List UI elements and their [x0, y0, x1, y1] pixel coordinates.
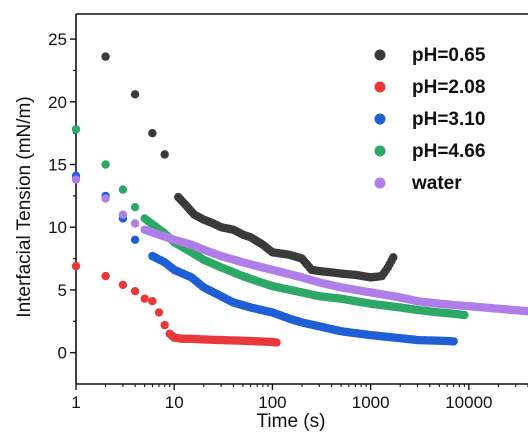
data-point — [148, 129, 157, 138]
y-tick-label: 10 — [48, 218, 67, 237]
legend-item: pH=2.08 — [374, 77, 485, 98]
x-tick-label: 1000 — [352, 393, 390, 412]
data-point — [449, 337, 458, 346]
series-ph-3-10 — [71, 171, 458, 346]
y-axis-title: Interfacial Tension (mN/m) — [14, 96, 35, 317]
legend-marker — [374, 177, 386, 189]
data-point — [101, 160, 110, 169]
data-point — [130, 219, 140, 228]
legend-label: water — [411, 173, 462, 194]
x-axis: 1 10 100 1000 10000 — [71, 384, 528, 412]
data-point — [101, 194, 110, 203]
data-point — [71, 125, 81, 134]
legend-label: pH=0.65 — [412, 45, 486, 66]
data-point — [118, 185, 128, 194]
legend-marker — [374, 145, 386, 157]
data-point — [101, 52, 110, 61]
x-tick-label: 1 — [71, 393, 80, 412]
data-point — [71, 175, 81, 184]
data-point — [118, 280, 128, 290]
series-water — [71, 175, 528, 316]
legend-item: pH=4.66 — [374, 141, 485, 162]
data-point — [130, 287, 140, 296]
y-tick-label: 5 — [58, 281, 67, 300]
data-point — [140, 294, 149, 303]
legend-label: pH=3.10 — [412, 109, 485, 130]
y-axis: 0 5 10 15 20 25 — [48, 30, 76, 363]
y-tick-label: 20 — [48, 93, 67, 112]
data-point — [160, 320, 169, 330]
x-tick-label: 10000 — [445, 393, 492, 412]
data-point — [272, 338, 281, 347]
legend-item: pH=3.10 — [374, 109, 485, 130]
data-points — [71, 52, 528, 347]
data-point — [523, 307, 528, 316]
data-point — [154, 308, 164, 317]
legend-marker — [374, 113, 386, 125]
x-tick-label: 10 — [165, 393, 184, 412]
series-ph-2-08 — [71, 261, 281, 347]
legend-marker — [374, 81, 386, 93]
y-tick-label: 0 — [58, 344, 67, 363]
y-tick-label: 15 — [48, 156, 67, 175]
data-point — [389, 253, 398, 262]
x-axis-title: Time (s) — [257, 411, 326, 432]
data-point — [130, 203, 140, 212]
data-point — [130, 235, 140, 244]
data-point — [101, 271, 110, 281]
data-point — [118, 210, 128, 219]
legend-marker — [374, 49, 386, 61]
legend-label: pH=4.66 — [412, 141, 485, 162]
data-point — [71, 261, 81, 271]
data-point — [148, 297, 157, 306]
legend-label: pH=2.08 — [412, 77, 485, 98]
legend-item: water — [374, 173, 462, 194]
x-tick-label: 100 — [258, 393, 286, 412]
series-ph-0-65 — [101, 52, 398, 282]
legend-item: pH=0.65 — [374, 45, 486, 66]
data-point — [160, 150, 169, 159]
plot-frame — [75, 13, 528, 385]
data-point — [460, 310, 469, 320]
legend: pH=0.65 pH=2.08 pH=3.10 pH=4.66 water — [374, 45, 486, 194]
y-tick-label: 25 — [48, 30, 67, 49]
data-point — [130, 90, 140, 99]
